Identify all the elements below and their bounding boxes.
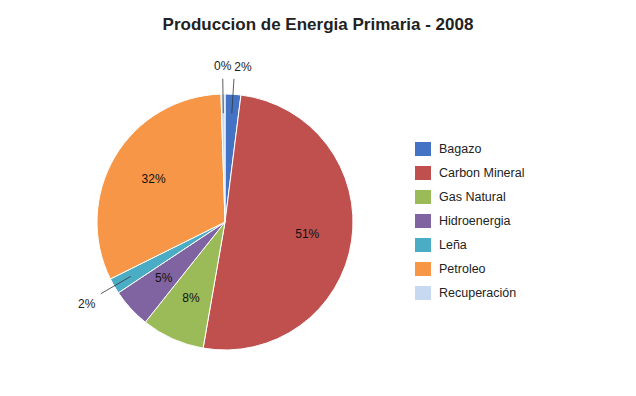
legend-label: Hidroenergia xyxy=(439,214,511,228)
legend-label: Bagazo xyxy=(439,142,481,156)
legend-swatch xyxy=(415,166,431,180)
chart: Produccion de Energia Primaria - 2008 2% 5… xyxy=(0,0,636,396)
leader-line xyxy=(222,79,224,114)
data-label: 2% xyxy=(234,60,252,74)
data-label: 32% xyxy=(142,172,166,186)
legend-swatch xyxy=(415,262,431,276)
data-label: 8% xyxy=(182,291,200,305)
legend-swatch xyxy=(415,286,431,300)
data-label: 5% xyxy=(155,271,173,285)
legend-label: Recuperación xyxy=(439,286,516,300)
data-labels: 2% 51% 8% 5% 2% 32% 0% xyxy=(78,59,320,311)
pie-slice xyxy=(203,95,353,350)
legend-swatch xyxy=(415,190,431,204)
pie-slice xyxy=(97,94,225,279)
slices xyxy=(97,94,353,350)
legend-swatch xyxy=(415,238,431,252)
legend-swatch xyxy=(415,214,431,228)
chart-container: Produccion de Energia Primaria - 2008 2% 5… xyxy=(0,0,636,396)
legend-swatch xyxy=(415,142,431,156)
data-label: 2% xyxy=(78,297,96,311)
data-label: 0% xyxy=(214,59,232,73)
legend-label: Leña xyxy=(439,238,467,252)
leader-line xyxy=(232,79,234,113)
legend-label: Gas Natural xyxy=(439,190,506,204)
legend-label: Petroleo xyxy=(439,262,486,276)
leader-line xyxy=(101,276,131,293)
legend: Bagazo Carbon Mineral Gas Natural Hidroener… xyxy=(415,142,524,300)
legend-label: Carbon Mineral xyxy=(439,166,524,180)
title: Produccion de Energia Primaria - 2008 xyxy=(163,15,474,34)
data-label: 51% xyxy=(295,227,319,241)
